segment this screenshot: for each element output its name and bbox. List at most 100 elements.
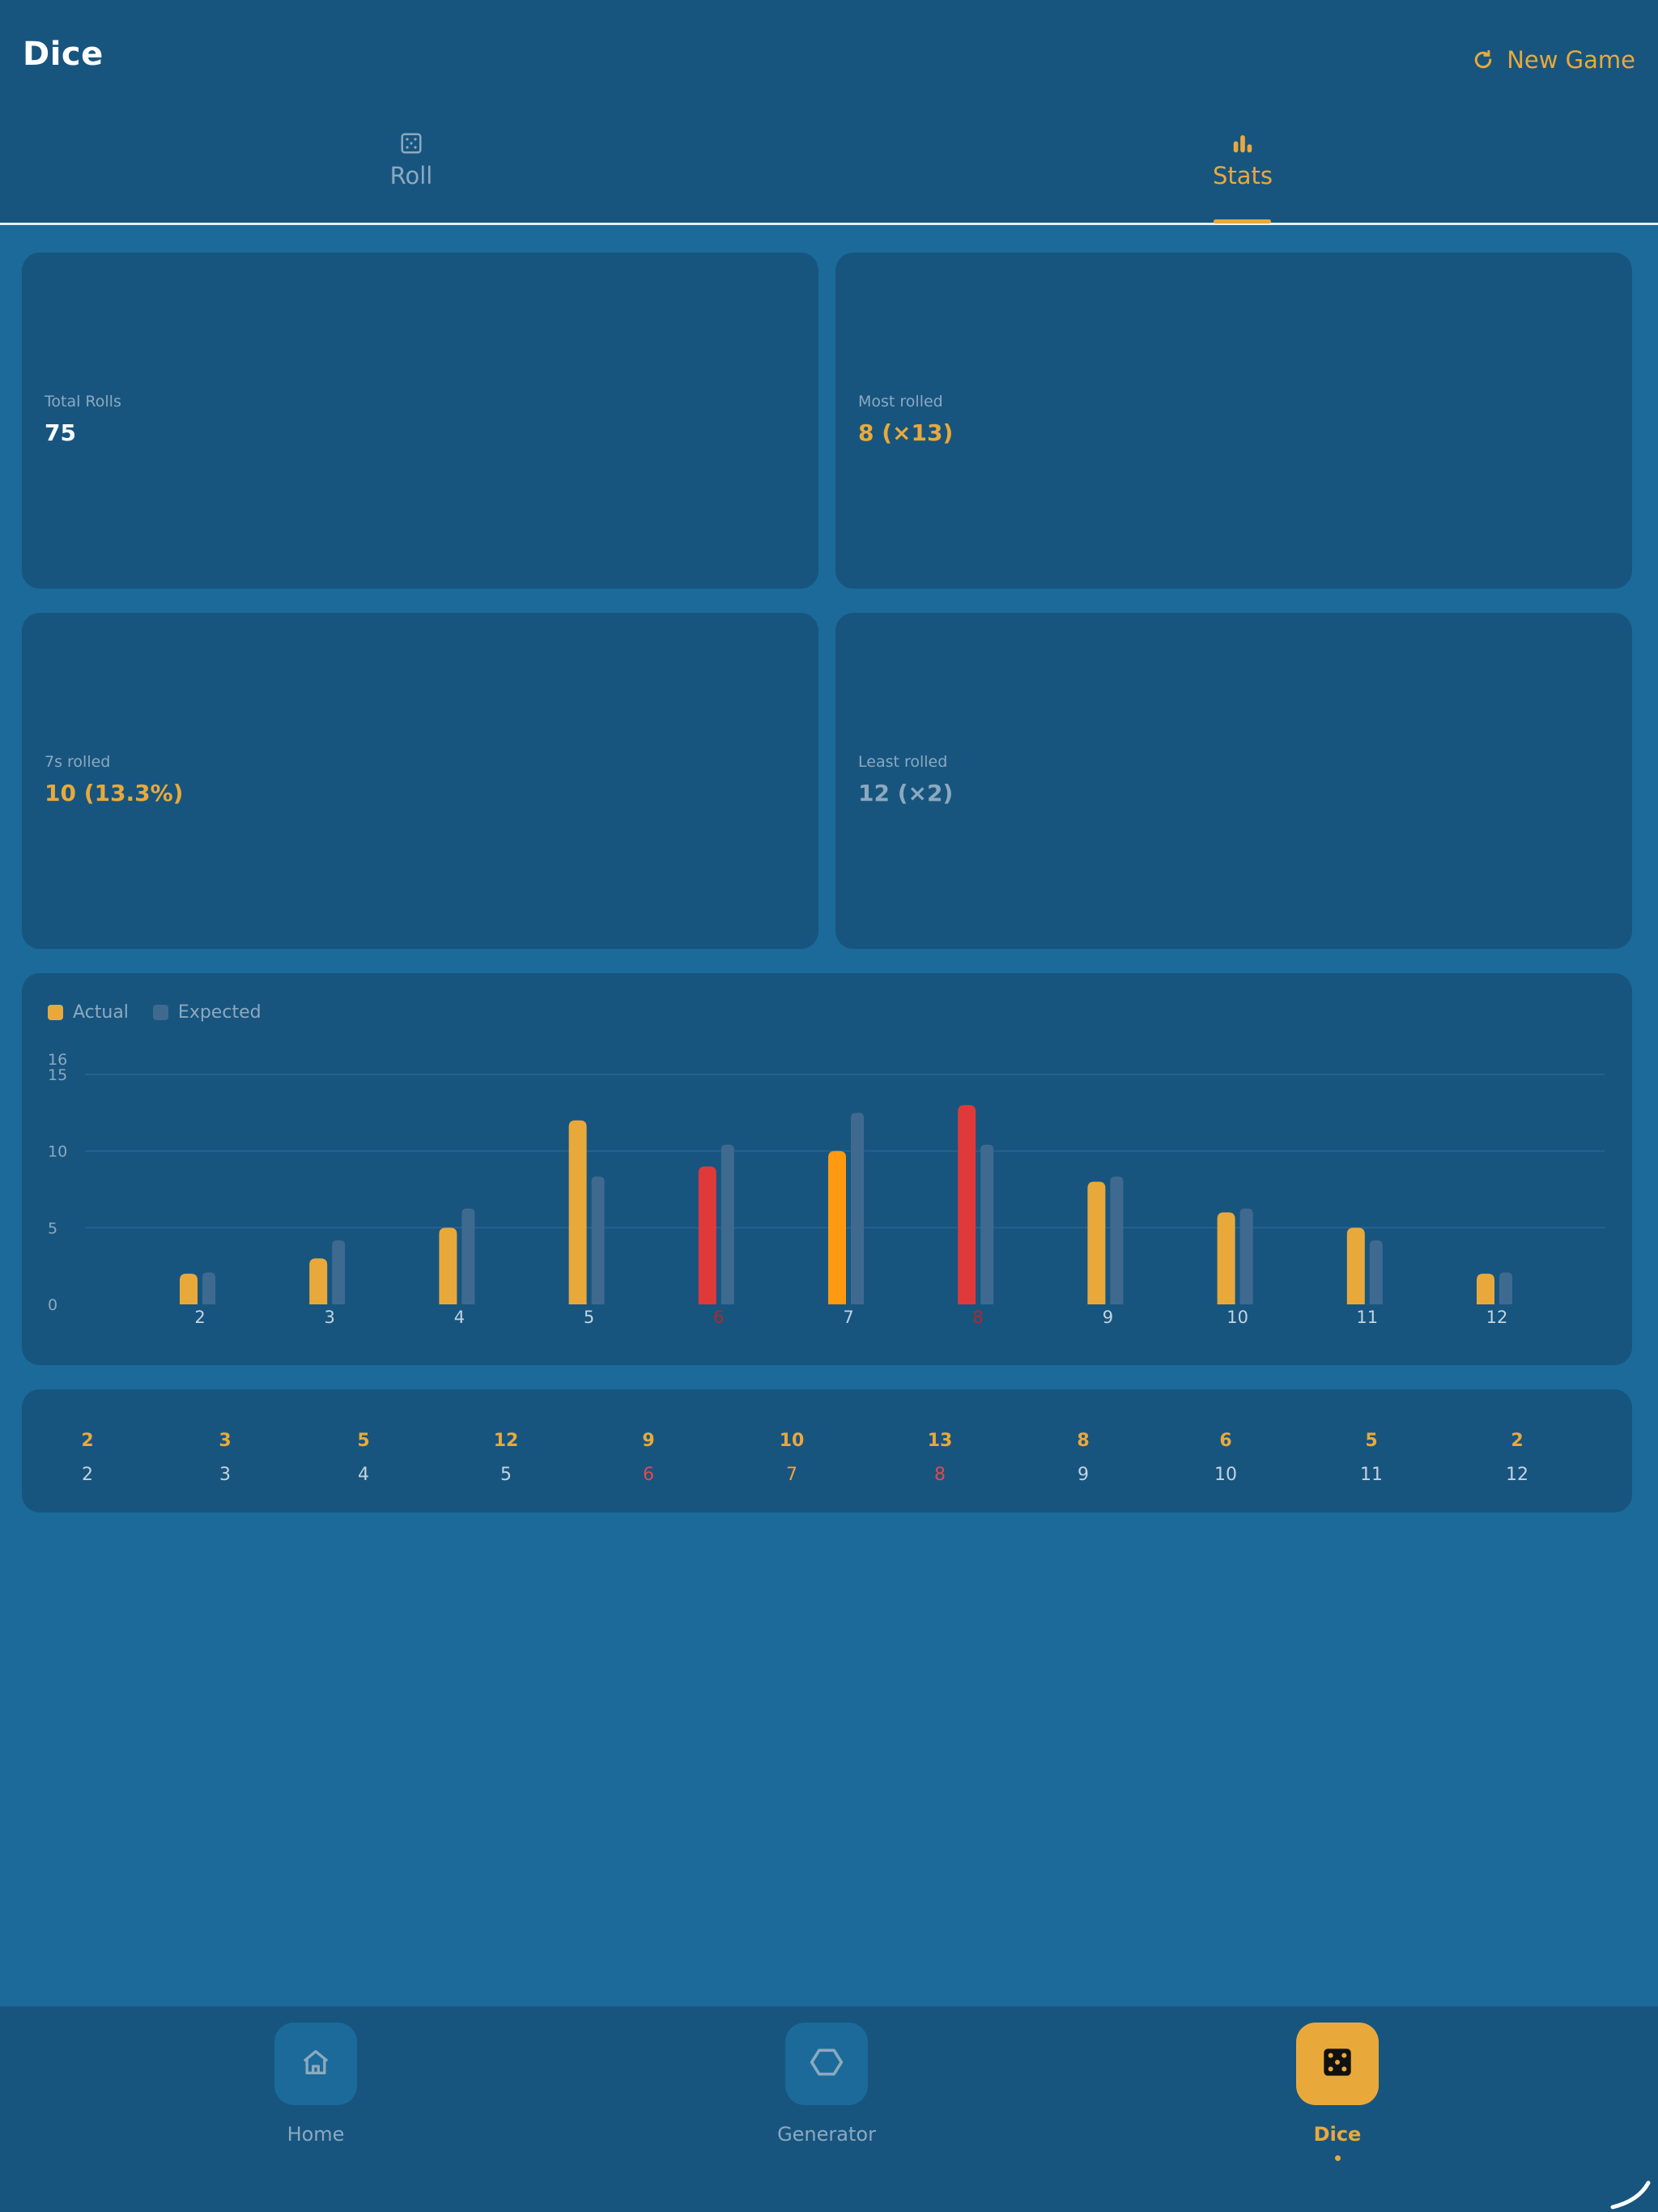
dice-sum: 12: [1506, 1465, 1528, 1485]
most-rolled-label: Most rolled: [858, 393, 943, 410]
x-tick-label-3: 3: [325, 1308, 335, 1327]
active-nav-dot: [1334, 2155, 1341, 2161]
tab-roll[interactable]: Roll: [330, 130, 492, 194]
sevens-rolled-value: 10 (13.3%): [45, 780, 184, 806]
legend-swatch-actual: [48, 1005, 63, 1020]
legend-item-actual: Actual: [48, 1002, 129, 1023]
new-game-button[interactable]: New Game: [1471, 44, 1635, 76]
y-tick-label: 15: [48, 1066, 67, 1084]
nav-generator-button[interactable]: [785, 2023, 868, 2105]
dice-sum: 5: [500, 1465, 512, 1485]
distribution-chart-card: 0 5 10 15 16 2 3 4 5 6 7 8 9 10 11 12 Actual Expected: [22, 973, 1632, 1365]
x-tick-label-12: 12: [1486, 1308, 1508, 1327]
bar-expected-6: [721, 1144, 734, 1304]
x-tick-label-5: 5: [584, 1308, 594, 1327]
distribution-column: 13 8: [891, 1427, 988, 1490]
bar-actual-7: [828, 1151, 846, 1304]
nav-home-button[interactable]: [274, 2023, 357, 2105]
bar-actual-11: [1346, 1227, 1365, 1304]
sevens-rolled-card: 7s rolled 10 (13.3%): [22, 613, 818, 949]
x-tick-label-2: 2: [194, 1308, 205, 1327]
bar-expected-7: [851, 1112, 864, 1304]
chart-legend: Actual Expected: [48, 1002, 286, 1023]
bar-expected-2: [202, 1272, 215, 1304]
top-app-bar: Dice New Game Roll: [0, 0, 1658, 225]
bar-actual-10: [1217, 1212, 1235, 1304]
nav-dice[interactable]: Dice: [1256, 2023, 1418, 2161]
dice-five-icon: [1321, 2046, 1354, 2082]
x-tick-label-10: 10: [1226, 1308, 1248, 1327]
legend-label-expected: Expected: [177, 1002, 261, 1023]
roll-count: 2: [81, 1431, 94, 1451]
total-rolls-value: 75: [45, 419, 76, 446]
dice-sum: 7: [786, 1465, 797, 1485]
active-tab-indicator: [1214, 219, 1271, 223]
distribution-table-card: 2 2 3 3 5 4 12 5 9 6 10 7 13 8 8 9 6 10 5 11 2 12: [22, 1389, 1632, 1512]
legend-swatch-expected: [152, 1005, 168, 1020]
bar-expected-5: [591, 1176, 605, 1304]
home-icon: [300, 2046, 332, 2082]
x-tick-label-11: 11: [1356, 1308, 1378, 1327]
bar-actual-5: [568, 1120, 587, 1304]
roll-count: 8: [1077, 1431, 1090, 1451]
bottom-navigation: Home Generator Dice: [0, 2006, 1658, 2212]
tab-roll-label: Roll: [389, 162, 433, 189]
dice-sum: 9: [1078, 1465, 1089, 1485]
bar-actual-9: [1087, 1181, 1106, 1304]
tab-stats[interactable]: Stats: [1162, 130, 1324, 194]
x-tick-label-4: 4: [454, 1308, 465, 1327]
y-tick-label: 0: [48, 1296, 57, 1314]
bar-expected-3: [332, 1240, 346, 1304]
distribution-column: 10 7: [743, 1427, 840, 1490]
roll-count: 10: [779, 1431, 805, 1451]
roll-count: 6: [1219, 1431, 1232, 1451]
roll-count: 12: [493, 1431, 519, 1451]
roll-count: 2: [1511, 1431, 1524, 1451]
page-title: Dice: [23, 36, 104, 73]
x-tick-label-8: 8: [973, 1308, 984, 1327]
total-rolls-label: Total Rolls: [45, 393, 121, 410]
dice-sum: 11: [1360, 1465, 1383, 1485]
total-rolls-card: Total Rolls 75: [22, 253, 818, 589]
distribution-column: 6 10: [1177, 1427, 1274, 1490]
sevens-rolled-label: 7s rolled: [45, 753, 111, 771]
distribution-column: 12 5: [457, 1427, 555, 1490]
bar-expected-9: [1110, 1176, 1124, 1304]
y-tick-label: 10: [48, 1143, 67, 1161]
bar-expected-8: [980, 1144, 994, 1304]
least-rolled-card: Least rolled 12 (×2): [835, 613, 1632, 949]
bar-actual-2: [180, 1274, 198, 1304]
legend-item-expected: Expected: [152, 1002, 261, 1023]
y-tick-label: 5: [48, 1219, 57, 1237]
roll-count: 9: [642, 1431, 655, 1451]
least-rolled-value: 12 (×2): [858, 780, 954, 806]
nav-dice-label: Dice: [1313, 2123, 1362, 2146]
dice-sum: 4: [358, 1465, 369, 1485]
bar-actual-6: [698, 1166, 716, 1304]
refresh-icon: [1471, 48, 1495, 72]
bar-actual-12: [1477, 1274, 1494, 1304]
bar-expected-11: [1369, 1240, 1383, 1304]
corner-handle-icon: [1610, 2180, 1651, 2210]
bar-expected-12: [1499, 1272, 1512, 1304]
bar-actual-3: [309, 1258, 328, 1304]
nav-home[interactable]: Home: [235, 2023, 397, 2146]
dice-sum: 10: [1214, 1465, 1237, 1485]
nav-generator-label: Generator: [777, 2123, 876, 2146]
bar-expected-4: [461, 1208, 475, 1304]
dice-outline-icon: [399, 130, 423, 157]
x-tick-label-7: 7: [843, 1308, 853, 1327]
x-tick-label-6: 6: [713, 1308, 724, 1327]
new-game-label: New Game: [1507, 46, 1635, 74]
most-rolled-value: 8 (×13): [858, 419, 954, 446]
dice-sum: 8: [934, 1465, 946, 1485]
dice-sum: 3: [219, 1465, 231, 1485]
roll-count: 5: [1365, 1431, 1378, 1451]
nav-generator[interactable]: Generator: [746, 2023, 908, 2146]
nav-dice-button[interactable]: [1296, 2023, 1379, 2105]
